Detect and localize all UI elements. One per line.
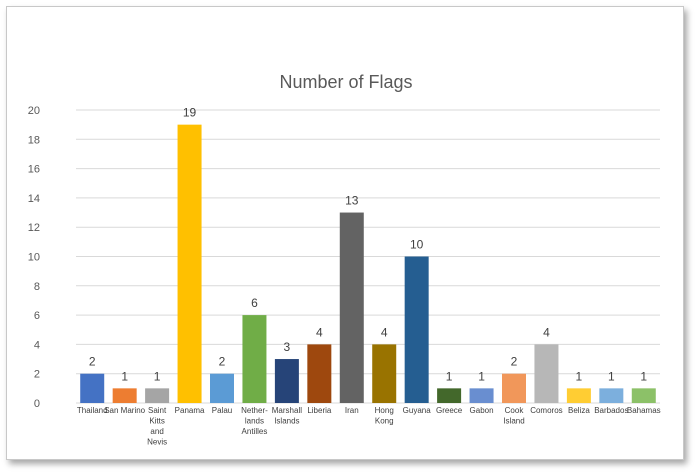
x-tick-label-line: Bahamas [627,406,661,415]
y-axis: 0 2 4 6 8 10 12 14 16 18 20 [28,105,40,410]
data-label: 1 [640,369,647,383]
bar [534,344,559,403]
y-tick-label: 10 [28,252,40,264]
data-label: 3 [284,340,291,354]
x-tick-label-line: Beliza [568,406,590,415]
x-tick-label-line: Barbados [594,406,628,415]
bar [145,388,170,403]
y-tick-label: 8 [34,281,40,293]
x-tick-label-line: Iran [345,406,359,415]
x-tick-label: Beliza [568,406,590,415]
bar [502,373,526,403]
y-tick-label: 16 [28,164,40,176]
x-tick-label: Iran [345,406,359,415]
data-label: 1 [121,369,128,383]
x-tick-label: San Marino [104,406,145,415]
bar [599,388,624,403]
x-tick-label-line: Greece [436,406,463,415]
x-tick-label-line: Liberia [307,406,332,415]
x-tick-label-line: and [150,427,163,436]
bar [372,344,397,403]
bar [631,388,656,403]
x-tick-label: Guyana [403,406,432,415]
bar [177,124,202,404]
x-tick-label: Hong Kong [375,406,394,426]
bar [566,388,591,403]
x-tick-label-line: Palau [212,406,232,415]
x-tick-label: Saint Kitts and Nevis [147,406,167,447]
data-label: 13 [345,194,359,208]
y-tick-label: 6 [34,310,40,322]
x-tick-label: Gabon [470,406,494,415]
x-tick-label-line: Panama [175,406,205,415]
bars: 2 1 1 19 2 6 3 4 13 4 10 1 1 2 4 1 1 1 [80,106,656,404]
bar [404,256,429,403]
x-tick-label-line: lands [245,417,264,426]
data-label: 1 [478,369,485,383]
bar [274,359,299,403]
x-tick-label: Palau [212,406,232,415]
bar [307,344,332,403]
x-tick-label: Nether-lands Antilles [241,406,268,436]
data-label: 1 [154,369,161,383]
y-tick-label: 12 [28,222,40,234]
x-tick-label-line: Saint [148,406,167,415]
gridlines [76,109,660,404]
bar [80,373,105,403]
x-tick-label-line: Nevis [147,438,167,447]
y-tick-label: 0 [34,398,40,410]
bar [437,388,462,403]
x-tick-label-line: Kong [375,417,394,426]
data-label: 10 [410,238,424,252]
x-tick-label-line: Island [503,417,524,426]
x-tick-label-line: Cook [505,406,525,415]
x-tick-label-line: San Marino [104,406,145,415]
x-tick-label: Cook Island [503,406,524,426]
bar [242,315,267,403]
data-label: 2 [219,355,226,369]
x-tick-label-line: Islands [274,417,299,426]
x-tick-label-line: Gabon [470,406,494,415]
x-tick-label-line: Marshall [272,406,302,415]
x-tick-label: Panama [175,406,205,415]
x-tick-label-line: Comoros [530,406,562,415]
y-tick-label: 4 [34,339,40,351]
x-tick-label-line: Antilles [242,427,268,436]
y-tick-label: 20 [28,105,40,117]
x-tick-label-line: Hong [375,406,394,415]
bar [469,388,494,403]
y-tick-label: 14 [28,193,40,205]
x-tick-label-line: Guyana [403,406,432,415]
data-label: 1 [608,369,615,383]
data-label: 2 [89,355,96,369]
data-label: 4 [316,325,323,339]
y-tick-label: 2 [34,369,40,381]
data-label: 2 [511,355,518,369]
bar [339,212,364,403]
data-label: 1 [446,369,453,383]
bar [112,388,137,403]
y-tick-label: 18 [28,134,40,146]
data-label: 6 [251,296,258,310]
data-label: 4 [543,325,550,339]
chart-title: Number of Flags [279,72,412,92]
x-tick-label: Liberia [307,406,332,415]
data-label: 4 [381,325,388,339]
x-tick-label-line: Nether- [241,406,268,415]
x-tick-label: Marshall Islands [272,406,302,426]
bar [210,373,234,403]
x-tick-label: Bahamas [627,406,661,415]
data-label: 1 [576,369,583,383]
x-tick-label: Greece [436,406,463,415]
x-tick-label: Comoros [530,406,562,415]
x-tick-label-line: Kitts [149,417,165,426]
x-tick-label: Thailand [77,406,108,415]
x-tick-label: Barbados [594,406,628,415]
data-label: 19 [183,106,197,120]
x-tick-label-line: Thailand [77,406,108,415]
